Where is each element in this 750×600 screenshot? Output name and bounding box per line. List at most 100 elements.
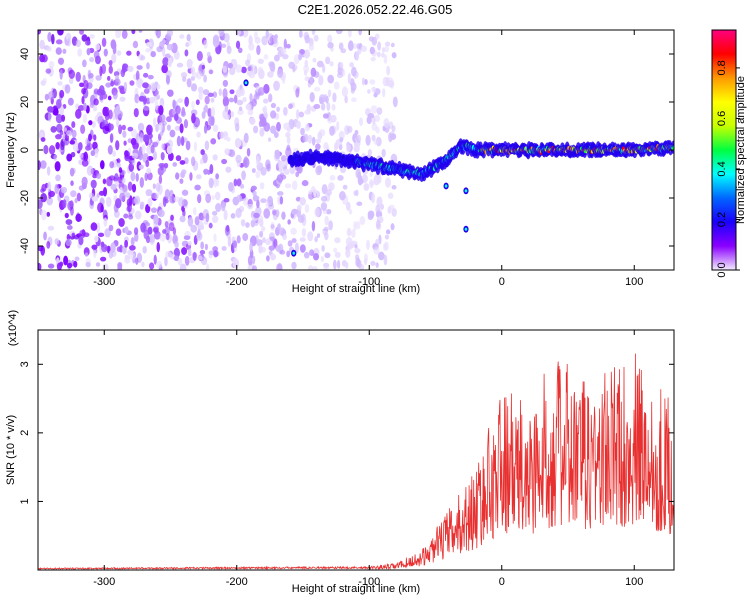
heatmap-cell xyxy=(98,190,105,196)
heatmap-cell xyxy=(145,48,151,53)
heatmap-cell xyxy=(148,262,155,270)
heatmap-cell xyxy=(347,73,352,84)
heatmap-cell xyxy=(288,103,293,110)
heatmap-cell xyxy=(66,225,73,230)
heatmap-cell xyxy=(129,245,136,251)
heatmap-cell xyxy=(370,105,378,114)
heatmap-cell xyxy=(112,150,117,157)
heatmap-cell xyxy=(108,65,113,74)
heatmap-cell xyxy=(135,257,139,265)
heatmap-cell xyxy=(47,181,52,193)
heatmap-cell xyxy=(88,133,92,142)
heatmap-cell xyxy=(256,199,260,209)
heatmap-cell xyxy=(252,190,257,197)
heatmap-cell xyxy=(133,227,139,235)
heatmap-cell xyxy=(266,163,271,172)
heatmap-cell xyxy=(165,39,170,46)
heatmap-cell xyxy=(135,70,140,82)
heatmap-cell xyxy=(55,174,61,182)
heatmap-cell xyxy=(215,203,222,213)
heatmap-cell xyxy=(67,97,74,106)
heatmap-cell xyxy=(150,144,155,154)
heatmap-cell xyxy=(94,235,99,243)
heatmap-cell xyxy=(93,98,99,106)
heatmap-cell xyxy=(66,153,73,162)
heatmap-cell xyxy=(282,53,289,60)
heatmap-cell xyxy=(188,40,192,46)
heatmap-cell xyxy=(382,243,387,251)
spectrogram-x-tick-label: 0 xyxy=(499,276,505,288)
heatmap-cell xyxy=(384,234,389,240)
heatmap-cell xyxy=(123,81,128,93)
heatmap-cell xyxy=(46,166,51,176)
heatmap-cell xyxy=(166,145,173,155)
heatmap-cell xyxy=(270,253,277,261)
heatmap-cell xyxy=(115,198,122,209)
heatmap-cell xyxy=(377,251,385,261)
heatmap-cell xyxy=(345,201,351,211)
heatmap-cell xyxy=(354,244,358,249)
heatmap-cell xyxy=(96,193,100,199)
heatmap-cell xyxy=(270,110,277,119)
heatmap-cell xyxy=(172,99,176,109)
heatmap-cell xyxy=(142,72,149,78)
heatmap-cell xyxy=(242,96,247,103)
heatmap-cell xyxy=(363,253,369,263)
heatmap-cell xyxy=(51,33,55,45)
heatmap-cell xyxy=(121,245,127,255)
heatmap-cell xyxy=(346,227,352,237)
heatmap-cell xyxy=(199,249,206,255)
heatmap-cell xyxy=(90,150,96,157)
heatmap-cell xyxy=(122,184,128,193)
heatmap-cell xyxy=(116,158,121,164)
heatmap-cell xyxy=(114,78,121,86)
snr-x-tick-label: -200 xyxy=(226,576,248,588)
heatmap-cell xyxy=(156,260,163,269)
heatmap-cell xyxy=(323,226,329,232)
heatmap-cell xyxy=(109,161,115,169)
heatmap-cell xyxy=(223,209,228,221)
heatmap-cell xyxy=(309,91,315,103)
heatmap-cell xyxy=(179,34,185,39)
heatmap-cell xyxy=(105,82,112,88)
heatmap-cell xyxy=(146,172,153,181)
heatmap-cell xyxy=(196,174,202,180)
heatmap-cell xyxy=(190,224,198,233)
heatmap-cell xyxy=(368,36,375,42)
heatmap-cell xyxy=(228,149,236,158)
heatmap-cell xyxy=(156,241,161,253)
heatmap-cell xyxy=(180,135,185,147)
heatmap-cell xyxy=(56,262,62,270)
heatmap-cell xyxy=(327,74,335,84)
heatmap-cell xyxy=(167,152,174,162)
heatmap-cell xyxy=(38,262,42,270)
heatmap-cell xyxy=(153,254,157,265)
heatmap-cell xyxy=(249,93,253,102)
heatmap-cell xyxy=(179,215,186,223)
heatmap-cell xyxy=(387,80,395,88)
heatmap-cell xyxy=(358,117,364,127)
heatmap-cell xyxy=(299,244,306,253)
heatmap-cell xyxy=(102,106,109,117)
heatmap-cell xyxy=(71,129,77,139)
snr-y-axis-label: SNR (10 * v/v) xyxy=(5,415,17,485)
heatmap-cell xyxy=(291,238,297,244)
heatmap-cell xyxy=(149,96,156,104)
heatmap-cell xyxy=(186,33,191,42)
heatmap-cell xyxy=(245,59,251,67)
heatmap-cell xyxy=(150,50,156,58)
heatmap-cell xyxy=(82,113,88,123)
heatmap-cell xyxy=(110,80,115,87)
heatmap-cell xyxy=(146,42,153,47)
heatmap-cell xyxy=(221,158,228,165)
heatmap-cell xyxy=(276,106,280,112)
heatmap-cell xyxy=(48,60,55,69)
heatmap-cell xyxy=(155,30,161,39)
heatmap-cell xyxy=(78,152,84,159)
heatmap-cell xyxy=(205,213,210,223)
heatmap-cell xyxy=(223,197,230,203)
heatmap-cell xyxy=(365,134,371,146)
heatmap-cell xyxy=(158,105,164,116)
heatmap-cell xyxy=(56,98,62,109)
